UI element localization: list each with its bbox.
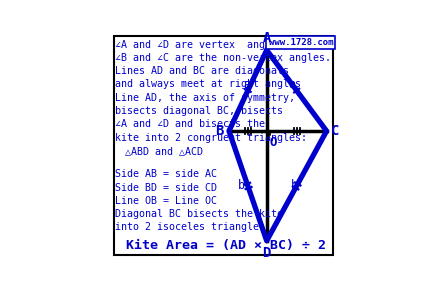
Text: Line OB = Line OC: Line OB = Line OC xyxy=(115,196,217,206)
Text: ∠A and ∠D and bisects the: ∠A and ∠D and bisects the xyxy=(115,119,265,129)
Text: D: D xyxy=(262,246,271,260)
Text: A: A xyxy=(262,31,271,45)
Text: Lines AD and BC are diagonals: Lines AD and BC are diagonals xyxy=(115,66,289,76)
Text: a: a xyxy=(244,78,251,91)
Text: O: O xyxy=(269,136,277,149)
Text: kite into 2 congruent triangles:: kite into 2 congruent triangles: xyxy=(115,133,307,143)
Text: Side AB = side AC: Side AB = side AC xyxy=(115,169,217,179)
Text: and always meet at right angles: and always meet at right angles xyxy=(115,79,301,90)
Text: b: b xyxy=(291,179,298,192)
Text: www.1728.com: www.1728.com xyxy=(269,38,333,47)
Text: into 2 isoceles triangles: into 2 isoceles triangles xyxy=(115,223,265,232)
Text: ∠A and ∠D are vertex  angles.: ∠A and ∠D are vertex angles. xyxy=(115,39,289,50)
Text: B: B xyxy=(215,124,224,138)
Text: b: b xyxy=(238,179,245,192)
Text: bisects diagonal BC, bisects: bisects diagonal BC, bisects xyxy=(115,106,283,116)
Text: ∠B and ∠C are the non-vertex angles.: ∠B and ∠C are the non-vertex angles. xyxy=(115,53,331,63)
Text: C: C xyxy=(331,124,340,138)
Text: Side BD = side CD: Side BD = side CD xyxy=(115,183,217,193)
Text: Kite Area = (AD × BC) ÷ 2: Kite Area = (AD × BC) ÷ 2 xyxy=(126,239,326,252)
Text: a: a xyxy=(289,78,296,91)
Text: Diagonal BC bisects the kite: Diagonal BC bisects the kite xyxy=(115,209,283,219)
Text: △ABD and △ACD: △ABD and △ACD xyxy=(125,146,203,156)
Text: Line AD, the axis of symmetry,: Line AD, the axis of symmetry, xyxy=(115,93,295,103)
